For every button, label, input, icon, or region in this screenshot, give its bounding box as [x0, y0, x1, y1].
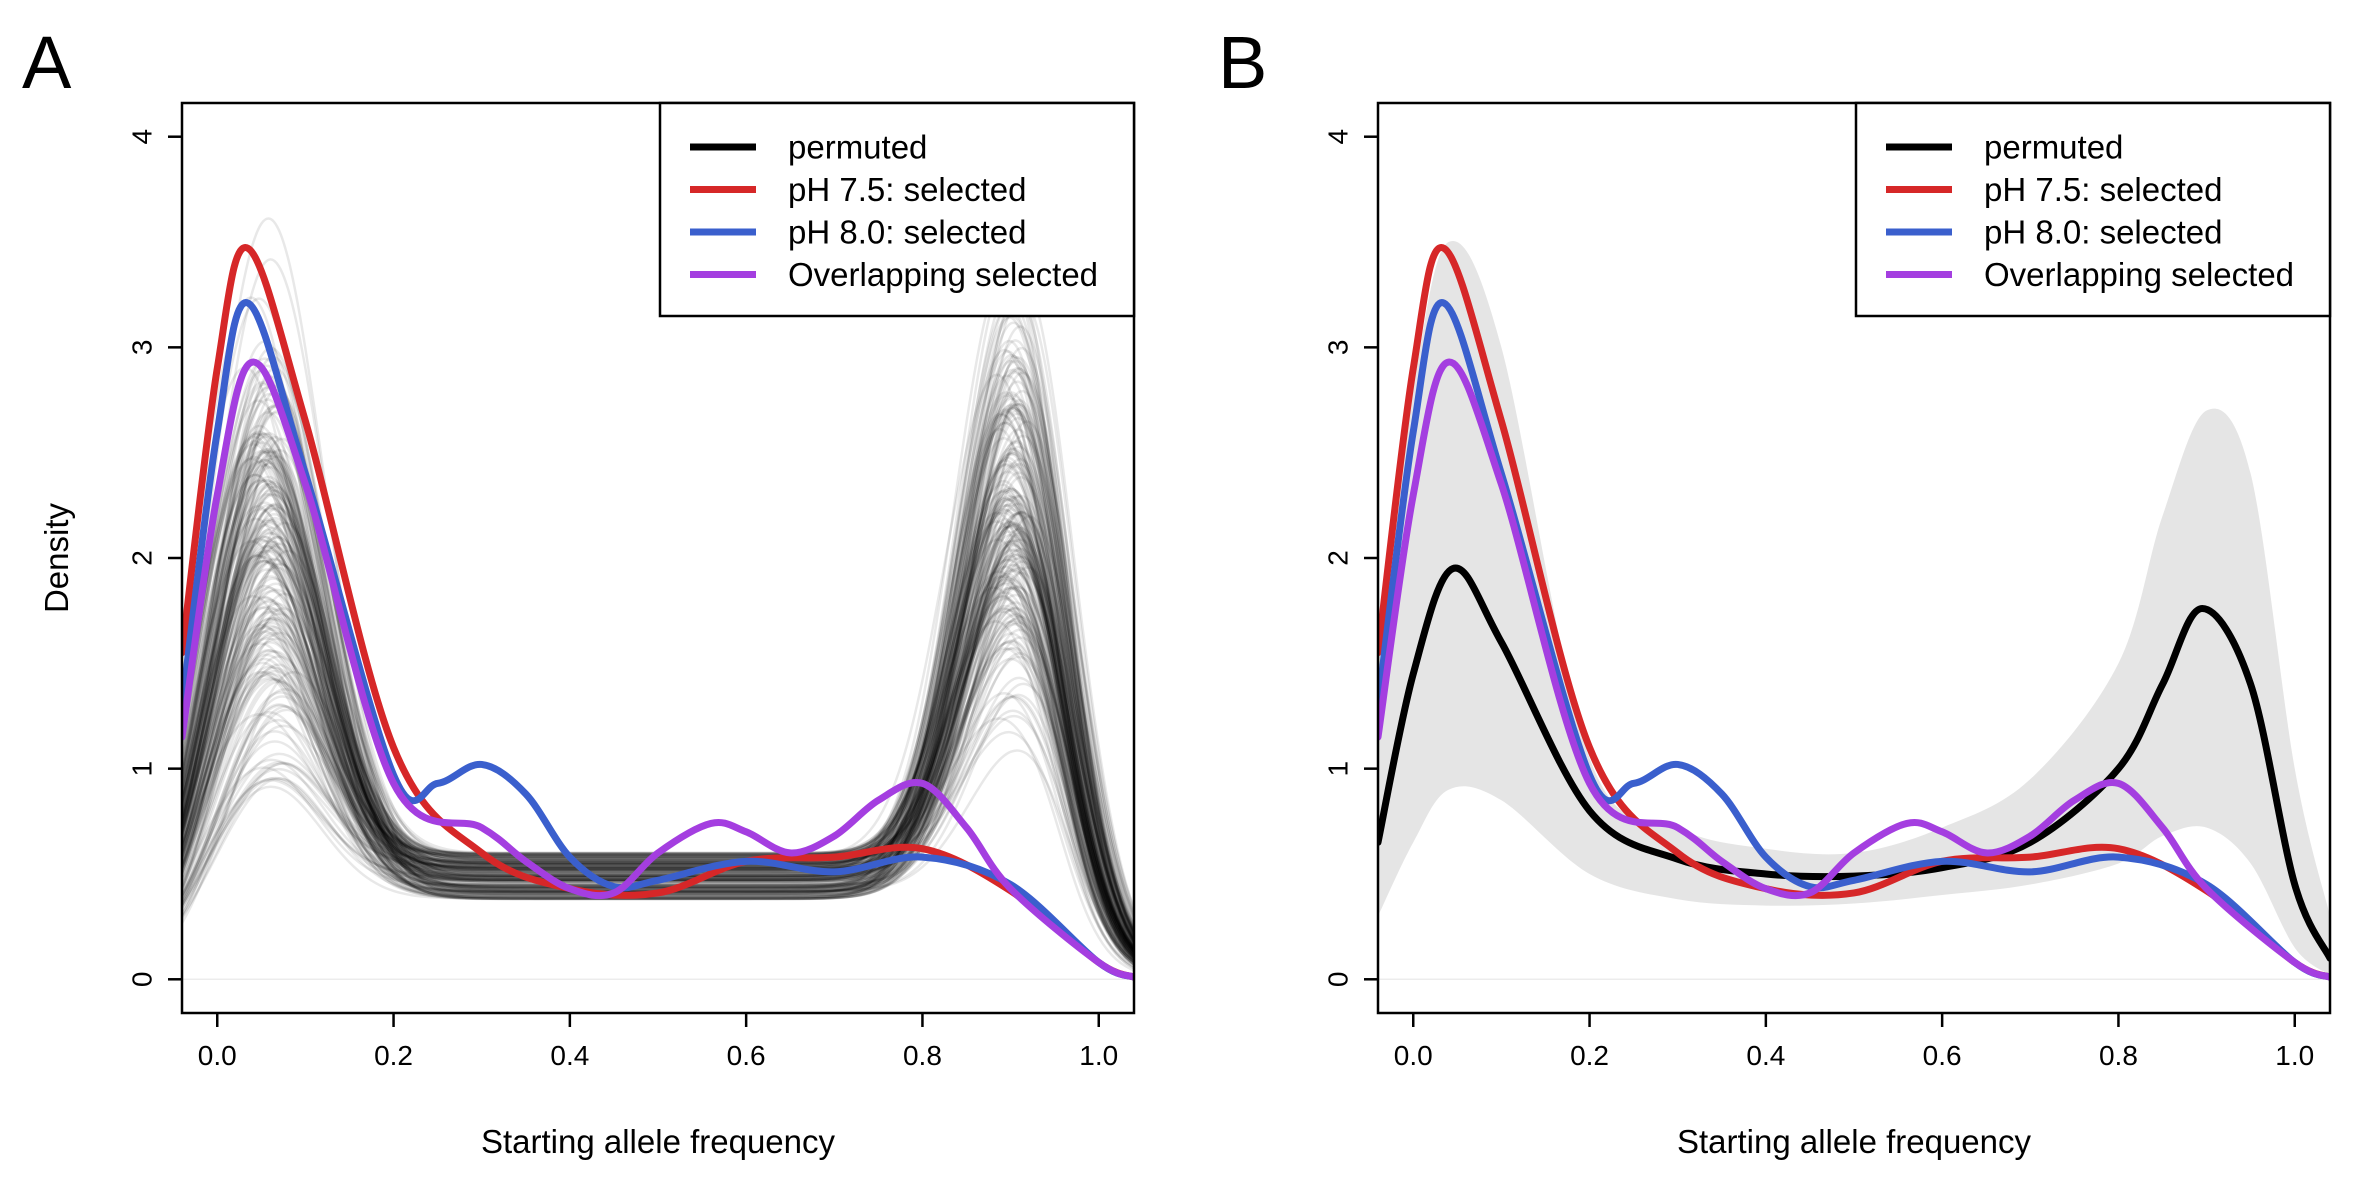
panel-b-x-axis-label: Starting allele frequency [1677, 1123, 2032, 1160]
x-tick-label: 0.6 [1923, 1040, 1962, 1071]
legend-label: Overlapping selected [788, 256, 1098, 293]
y-tick-label: 1 [1323, 761, 1354, 777]
x-tick-label: 0.0 [1394, 1040, 1433, 1071]
x-tick-label: 0.2 [374, 1040, 413, 1071]
permuted-draws [182, 218, 1134, 970]
legend-label: Overlapping selected [1984, 256, 2294, 293]
y-tick-label: 4 [1323, 129, 1354, 145]
legend-label: pH 7.5: selected [788, 171, 1026, 208]
panel-b: B 0.0 0.2 0.4 0.6 0.8 1.0 0 1 2 3 4 Starting allel… [1218, 21, 2330, 1160]
panel-a-letter: A [22, 21, 72, 104]
legend-label: permuted [788, 129, 927, 166]
x-tick-label: 0.8 [2099, 1040, 2138, 1071]
panel-a-legend: permuted pH 7.5: selected pH 8.0: selected… [660, 103, 1134, 316]
legend-label: pH 8.0: selected [1984, 214, 2222, 251]
legend-label: pH 8.0: selected [788, 214, 1026, 251]
panel-a: A 0.0 0.2 0.4 0.6 0.8 1.0 0 1 2 3 4 Starting allel… [22, 21, 1134, 1160]
legend-label: permuted [1984, 129, 2123, 166]
x-tick-label: 1.0 [1079, 1040, 1118, 1071]
panel-b-legend: permuted pH 7.5: selected pH 8.0: selected… [1856, 103, 2330, 316]
panel-a-y-axis-label: Density [38, 502, 75, 613]
panel-b-letter: B [1218, 21, 1267, 104]
x-tick-label: 0.6 [727, 1040, 766, 1071]
y-tick-label: 4 [127, 129, 158, 145]
x-tick-label: 0.8 [903, 1040, 942, 1071]
panel-a-x-axis-label: Starting allele frequency [481, 1123, 836, 1160]
y-tick-label: 2 [127, 550, 158, 566]
x-tick-label: 0.2 [1570, 1040, 1609, 1071]
x-tick-label: 0.0 [198, 1040, 237, 1071]
y-tick-label: 2 [1323, 550, 1354, 566]
y-tick-label: 0 [127, 972, 158, 988]
y-tick-label: 1 [127, 761, 158, 777]
x-tick-label: 0.4 [550, 1040, 589, 1071]
x-tick-label: 0.4 [1746, 1040, 1785, 1071]
y-tick-label: 0 [1323, 972, 1354, 988]
legend-label: pH 7.5: selected [1984, 171, 2222, 208]
y-tick-label: 3 [127, 340, 158, 356]
y-tick-label: 3 [1323, 340, 1354, 356]
x-tick-label: 1.0 [2275, 1040, 2314, 1071]
